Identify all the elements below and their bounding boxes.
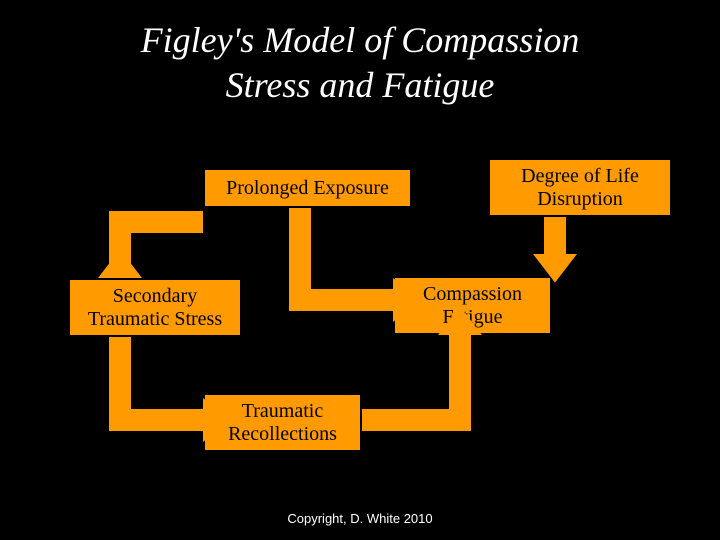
node-secondary: SecondaryTraumatic Stress — [70, 280, 240, 335]
node-degree: Degree of LifeDisruption — [490, 160, 670, 215]
node-compassion: CompassionFatigue — [395, 278, 550, 333]
arrowhead-sec-to-prol — [98, 249, 142, 278]
arrow-sec-to-traum — [120, 337, 203, 420]
page-title: Figley's Model of CompassionStress and F… — [0, 18, 720, 108]
arrow-traum-to-comp — [362, 335, 460, 420]
arrow-sec-to-prol — [120, 222, 203, 278]
arrow-prol-to-comp — [300, 208, 393, 300]
copyright-text: Copyright, D. White 2010 — [0, 511, 720, 526]
node-traumatic: TraumaticRecollections — [205, 395, 360, 450]
node-prolonged: Prolonged Exposure — [205, 170, 410, 206]
